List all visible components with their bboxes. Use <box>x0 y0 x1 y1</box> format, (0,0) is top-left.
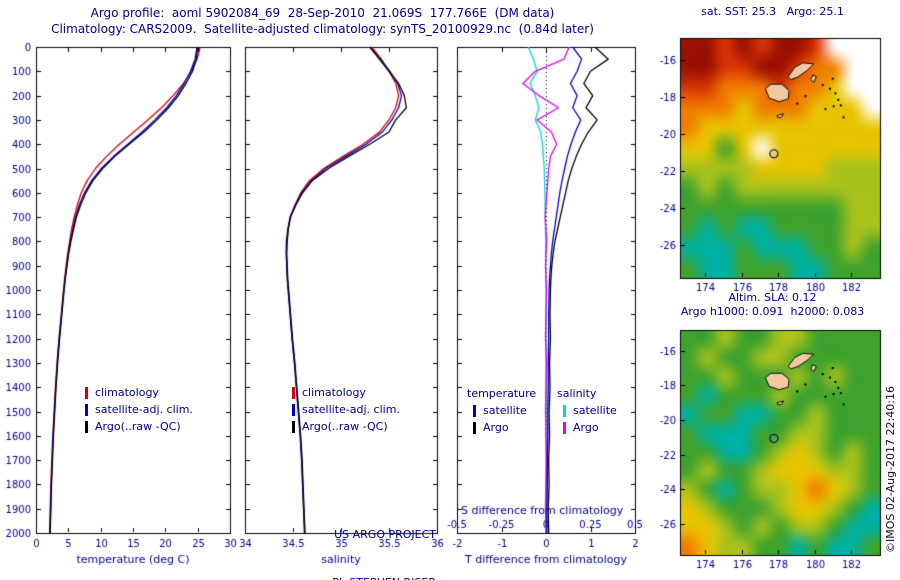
project-annotation: US ARGO PROJECT PI: STEPHEN RISER <box>280 495 436 580</box>
t-difference-legend: temperature satellite Argo <box>467 385 536 436</box>
legend-label: satellite <box>573 404 617 417</box>
temperature-legend: climatology satellite-adj. clim. Argo(..… <box>85 384 193 435</box>
legend-label: climatology <box>302 386 366 399</box>
legend-label: Argo(..raw -QC) <box>302 420 388 433</box>
legend-header-salinity: salinity <box>557 387 597 400</box>
legend-label: Argo(..raw -QC) <box>95 420 181 433</box>
legend-label: satellite-adj. clim. <box>302 403 400 416</box>
legend-header-temperature: temperature <box>467 387 537 400</box>
legend-item-argo: Argo(..raw -QC) <box>85 418 193 435</box>
t-satellite-swatch <box>473 404 476 417</box>
satellite-clim-swatch <box>292 403 295 416</box>
sst-map <box>650 30 895 305</box>
legend-item-climatology: climatology <box>85 384 193 401</box>
argo-heights-subtitle: Argo h1000: 0.091 h2000: 0.083 <box>680 305 865 318</box>
salinity-legend: climatology satellite-adj. clim. Argo(..… <box>292 384 400 435</box>
difference-chart <box>445 36 645 580</box>
legend-item-t-satellite: satellite <box>467 402 536 419</box>
legend-item-s-satellite: satellite <box>557 402 617 419</box>
legend-item-satellite-clim: satellite-adj. clim. <box>292 401 400 418</box>
legend-item-argo: Argo(..raw -QC) <box>292 418 400 435</box>
legend-label: satellite <box>483 404 527 417</box>
figure-subtitle: Climatology: CARS2009. Satellite-adjuste… <box>51 22 594 36</box>
project-line: US ARGO PROJECT <box>334 528 436 541</box>
climatology-swatch <box>85 386 88 399</box>
figure-title: Argo profile: aoml 5902084_69 28-Sep-201… <box>90 6 555 20</box>
climatology-swatch <box>292 386 295 399</box>
s-argo-swatch <box>563 421 566 434</box>
pi-line: PI: STEPHEN RISER <box>280 575 436 580</box>
salinity-profile-chart <box>235 36 445 580</box>
legend-label: climatology <box>95 386 159 399</box>
legend-item-s-argo: Argo <box>557 419 617 436</box>
sla-map-title: Altim. SLA: 0.12 <box>728 291 817 304</box>
argo-swatch <box>85 420 88 433</box>
satellite-clim-swatch <box>85 403 88 416</box>
sst-map-title: sat. SST: 25.3 Argo: 25.1 <box>701 5 844 18</box>
s-difference-legend: salinity satellite Argo <box>557 385 617 436</box>
t-argo-swatch <box>473 421 476 434</box>
legend-item-t-argo: Argo <box>467 419 536 436</box>
legend-label: satellite-adj. clim. <box>95 403 193 416</box>
sla-map <box>650 322 895 580</box>
legend-item-satellite-clim: satellite-adj. clim. <box>85 401 193 418</box>
imos-watermark: ©IMOS 02-Aug-2017 22:40:16 <box>884 386 897 553</box>
temperature-profile-chart <box>0 36 240 580</box>
legend-label: Argo <box>573 421 599 434</box>
legend-item-climatology: climatology <box>292 384 400 401</box>
argo-swatch <box>292 420 295 433</box>
legend-label: Argo <box>483 421 509 434</box>
s-satellite-swatch <box>563 404 566 417</box>
